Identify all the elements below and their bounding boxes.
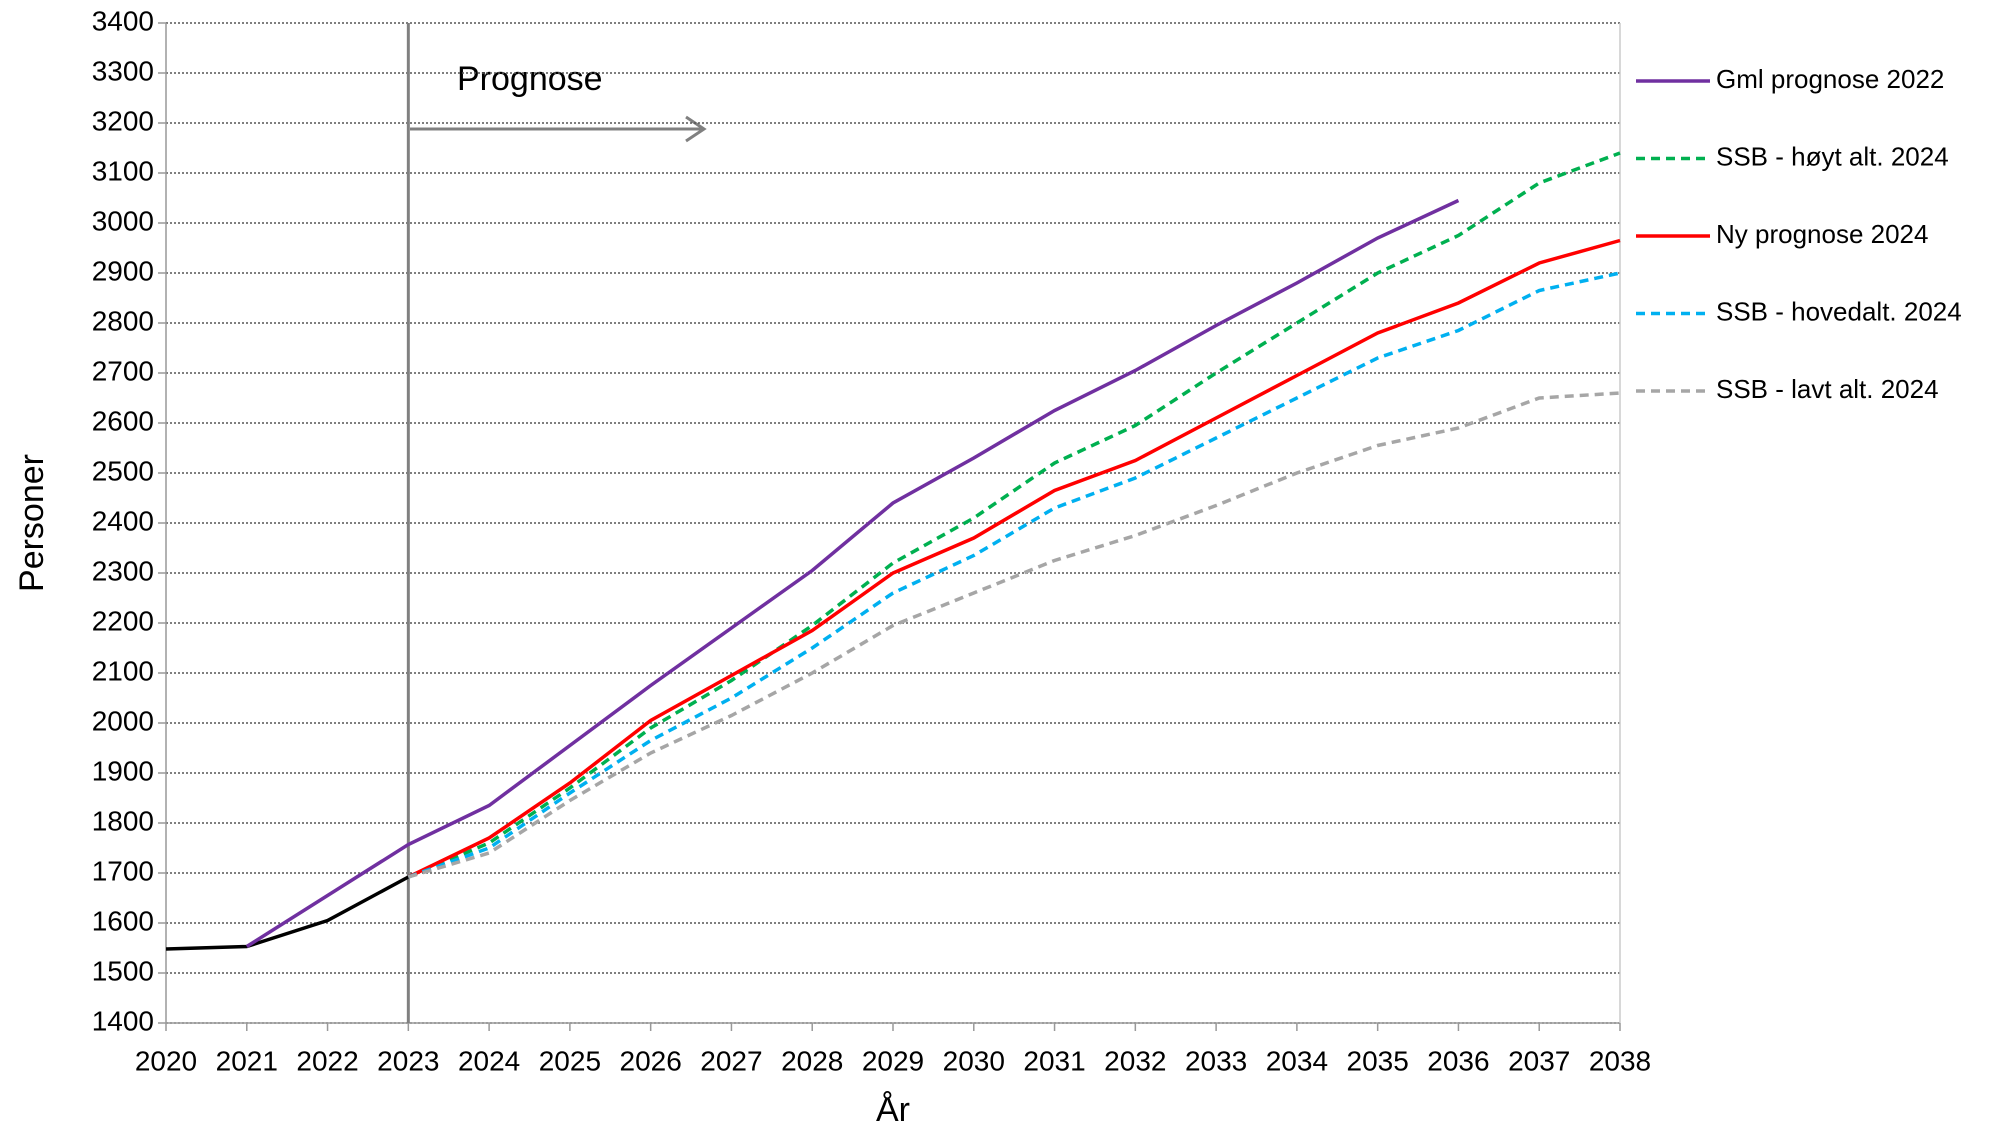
y-tick-label: 2300 — [92, 555, 154, 586]
y-tick-label: 2400 — [92, 505, 154, 536]
x-tick-label: 2032 — [1104, 1045, 1166, 1076]
y-tick-label: 1800 — [92, 805, 154, 836]
series-line — [407, 391, 1621, 879]
legend-label: SSB - hovedalt. 2024 — [1716, 296, 1962, 326]
y-tick-label: 1900 — [92, 755, 154, 786]
y-tick-label: 3000 — [92, 205, 154, 236]
x-tick-label: 2033 — [1185, 1045, 1247, 1076]
x-tick-label: 2020 — [135, 1045, 197, 1076]
annotation: Prognose — [457, 60, 603, 98]
legend-label: Gml prognose 2022 — [1716, 64, 1944, 94]
x-tick-label: 2030 — [943, 1045, 1005, 1076]
legend-label: Ny prognose 2024 — [1716, 219, 1928, 249]
series-line — [245, 198, 1460, 948]
x-tick-label: 2035 — [1347, 1045, 1409, 1076]
y-tick-label: 2500 — [92, 455, 154, 486]
x-axis-label: År — [876, 1091, 910, 1129]
x-tick-label: 2038 — [1589, 1045, 1651, 1076]
y-axis-label: Personer — [13, 454, 51, 592]
x-tick-label: 2037 — [1508, 1045, 1570, 1076]
series-line — [407, 238, 1621, 879]
x-tick-label: 2026 — [620, 1045, 682, 1076]
arrow — [410, 115, 707, 143]
x-tick-label: 2021 — [216, 1045, 278, 1076]
series-line — [407, 271, 1621, 879]
x-tick-label: 2029 — [862, 1045, 924, 1076]
x-tick-label: 2034 — [1266, 1045, 1328, 1076]
x-tick-label: 2036 — [1427, 1045, 1489, 1076]
x-tick-label: 2027 — [700, 1045, 762, 1076]
x-tick-label: 2025 — [539, 1045, 601, 1076]
legend-label: SSB - høyt alt. 2024 — [1716, 141, 1949, 171]
y-tick-label: 2700 — [92, 355, 154, 386]
x-tick-label: 2031 — [1023, 1045, 1085, 1076]
y-tick-label: 1500 — [92, 955, 154, 986]
y-tick-label: 2600 — [92, 405, 154, 436]
y-tick-label: 1400 — [92, 1005, 154, 1036]
x-tick-label: 2022 — [296, 1045, 358, 1076]
x-tick-label: 2028 — [781, 1045, 843, 1076]
series-line — [165, 875, 410, 951]
y-tick-label: 3400 — [92, 5, 154, 36]
y-tick-label: 2100 — [92, 655, 154, 686]
y-tick-label: 3300 — [92, 55, 154, 86]
y-tick-label: 2900 — [92, 255, 154, 286]
y-tick-label: 2200 — [92, 605, 154, 636]
x-tick-label: 2023 — [377, 1045, 439, 1076]
x-tick-label: 2024 — [458, 1045, 520, 1076]
y-tick-label: 2800 — [92, 305, 154, 336]
legend-label: SSB - lavt alt. 2024 — [1716, 374, 1939, 404]
y-tick-label: 3200 — [92, 105, 154, 136]
series-line — [407, 151, 1621, 879]
y-tick-label: 1600 — [92, 905, 154, 936]
y-tick-label: 2000 — [92, 705, 154, 736]
y-tick-label: 1700 — [92, 855, 154, 886]
y-tick-label: 3100 — [92, 155, 154, 186]
